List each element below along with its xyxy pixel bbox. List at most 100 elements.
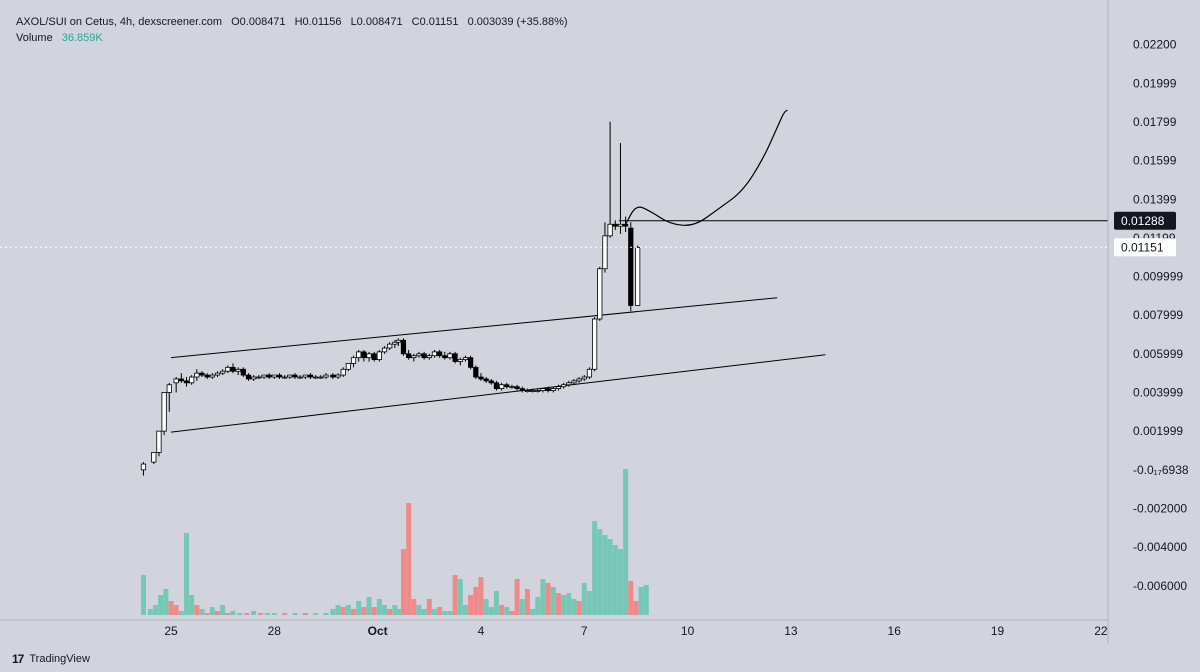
drawings <box>0 109 1108 248</box>
volume-bar <box>340 607 346 615</box>
candle-body <box>297 376 303 379</box>
volume-bar <box>535 597 541 615</box>
volume-bar <box>204 613 210 615</box>
volume-bar <box>592 521 598 615</box>
candle-body <box>323 374 329 378</box>
volume-bar <box>189 595 195 615</box>
candle-body <box>540 388 546 391</box>
volume-bar <box>387 609 393 615</box>
volume-bar <box>395 609 401 615</box>
volume-bar <box>612 545 618 615</box>
date-tick-label: 16 <box>888 624 902 638</box>
volume-bar <box>607 539 613 615</box>
candle-body <box>266 374 272 378</box>
footer-bar: 17 TradingView <box>0 644 1200 672</box>
price-tick-label: 0.02200 <box>1133 37 1177 51</box>
candle-body <box>214 372 221 376</box>
projection-curve <box>625 109 788 226</box>
volume-bar <box>400 549 406 615</box>
volume-bar <box>478 577 484 615</box>
volume-bar <box>473 587 479 615</box>
tradingview-logo[interactable]: 17 TradingView <box>12 652 90 666</box>
volume-bar <box>623 469 629 615</box>
candle-body <box>387 343 393 349</box>
date-tick-label: 4 <box>478 624 485 638</box>
channel-lines <box>170 297 826 433</box>
volume-bar <box>493 591 499 615</box>
candle-body <box>442 355 448 359</box>
candle-body <box>178 378 184 382</box>
volume-bar <box>264 613 270 615</box>
volume-label: Volume <box>16 32 53 44</box>
volume-bar <box>371 607 377 615</box>
date-tick-label: 22 <box>1094 624 1108 638</box>
time-axis[interactable]: 25 28 Oct 4 7 10 13 16 19 22 <box>0 0 1109 644</box>
volume-bar <box>514 579 520 615</box>
volume-bar <box>351 609 357 615</box>
date-tick-label: 10 <box>681 624 695 638</box>
candle-body <box>313 376 319 379</box>
candle-body <box>514 386 520 390</box>
volume-bar <box>421 609 427 615</box>
candle-body <box>395 339 401 343</box>
volume-bar <box>361 607 367 615</box>
date-tick-label: 25 <box>164 624 178 638</box>
price-tick-label: 0.01799 <box>1133 115 1177 129</box>
price-tick-label: -0.004000 <box>1133 540 1187 554</box>
candle-body <box>597 268 603 320</box>
volume-bar <box>183 533 189 615</box>
candle-body <box>483 378 489 382</box>
candle-body <box>350 357 357 364</box>
date-tick-label: 19 <box>991 624 1005 638</box>
candle-body <box>292 374 298 378</box>
candle-body <box>302 374 308 378</box>
candle-body <box>356 351 362 359</box>
tradingview-icon: 17 <box>12 652 24 666</box>
volume-bar <box>416 605 422 615</box>
candle-body <box>555 386 562 390</box>
candle-body <box>376 351 382 361</box>
price-axis[interactable]: 0.02200 0.01999 0.01799 0.01599 0.01399 0.011… <box>1108 0 1200 644</box>
volume-bar <box>225 613 231 615</box>
candle-body <box>535 390 541 392</box>
price-marker-label: 0.01288 <box>1121 214 1165 228</box>
candle-body <box>566 382 572 386</box>
volume-bar <box>237 613 243 615</box>
volume-bar <box>457 579 463 615</box>
price-tick-label: 0.01399 <box>1133 192 1177 206</box>
candle-body <box>251 376 257 380</box>
volume-bar <box>292 613 298 615</box>
volume-bar <box>524 589 530 615</box>
candle-body <box>230 366 236 372</box>
volume-bar <box>586 591 592 615</box>
date-tick-label: 13 <box>784 624 798 638</box>
candle-body <box>199 372 205 376</box>
candle-body <box>607 223 613 237</box>
candle-body <box>576 378 582 382</box>
candle-body <box>189 376 195 384</box>
volume-bar <box>488 607 494 615</box>
volume-bar <box>220 605 226 615</box>
volume-bar <box>468 595 474 615</box>
candle-body <box>381 347 388 353</box>
brand-name: TradingView <box>29 653 90 665</box>
candle-body <box>240 368 246 376</box>
volume-bar <box>382 605 388 615</box>
candle-body <box>509 386 515 389</box>
volume-bar <box>244 613 250 615</box>
volume-bar <box>540 579 546 615</box>
candle-body <box>276 374 283 378</box>
volume-bar <box>550 587 556 615</box>
candle-body <box>204 374 210 378</box>
volume-bar <box>178 611 184 615</box>
candle-body <box>166 384 172 393</box>
candle-body <box>571 380 577 384</box>
volume-bar <box>163 589 169 615</box>
ohlc-change: 0.003039 (+35.88%) <box>467 16 568 28</box>
candle-body <box>151 452 157 463</box>
candle-body <box>140 463 147 471</box>
candle-body <box>318 376 324 379</box>
candle-body <box>161 392 167 432</box>
volume-bar <box>366 597 372 615</box>
